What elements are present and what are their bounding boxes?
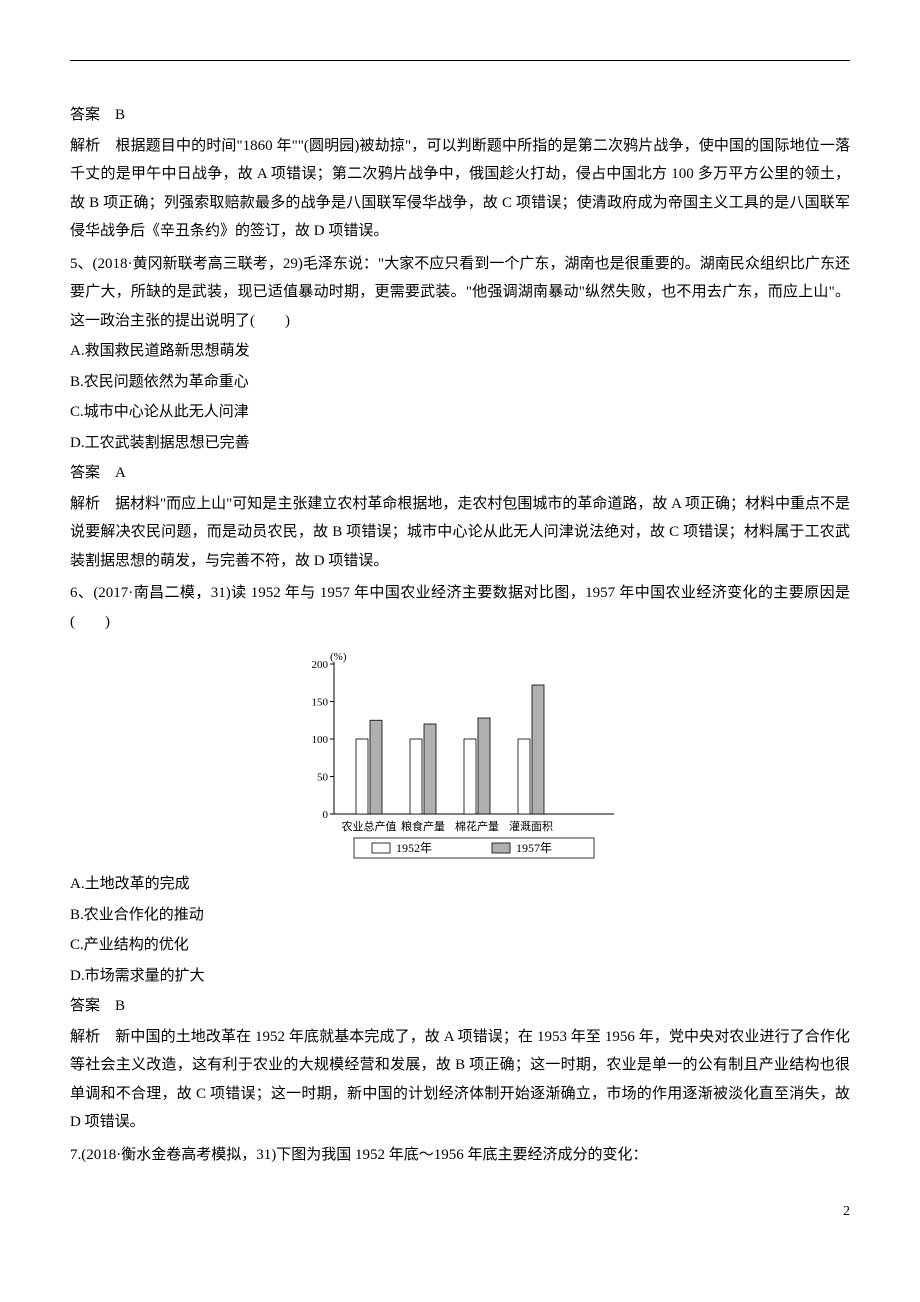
q6-analysis: 解析 新中国的土地改革在 1952 年底就基本完成了，故 A 项错误；在 195… — [70, 1023, 850, 1137]
q5-opt-b: B.农民问题依然为革命重心 — [70, 368, 850, 397]
q5-stem: 5、(2018·黄冈新联考高三联考，29)毛泽东说："大家不应只看到一个广东，湖… — [70, 250, 850, 336]
svg-text:100: 100 — [312, 734, 329, 746]
svg-text:粮食产量: 粮食产量 — [401, 819, 445, 833]
q6-stem: 6、(2017·南昌二模，31)读 1952 年与 1957 年中国农业经济主要… — [70, 579, 850, 636]
svg-text:农业总产值: 农业总产值 — [342, 819, 397, 833]
q6-block: 6、(2017·南昌二模，31)读 1952 年与 1957 年中国农业经济主要… — [70, 579, 850, 1137]
q7-block: 7.(2018·衡水金卷高考模拟，31)下图为我国 1952 年底～1956 年… — [70, 1141, 850, 1170]
q6-bar-chart: (%) 0 50 100 150 200 农业总产值粮食产量棉花产量灌溉面积 1952年 195… — [296, 646, 624, 864]
q5-opt-d: D.工农武装割据思想已完善 — [70, 429, 850, 458]
svg-text:棉花产量: 棉花产量 — [455, 819, 499, 833]
q7-stem: 7.(2018·衡水金卷高考模拟，31)下图为我国 1952 年底～1956 年… — [70, 1141, 850, 1170]
svg-text:50: 50 — [317, 772, 329, 784]
q6-chart-wrap: (%) 0 50 100 150 200 农业总产值粮食产量棉花产量灌溉面积 1952年 195… — [70, 646, 850, 864]
q5-opt-a: A.救国救民道路新思想萌发 — [70, 337, 850, 366]
q5-block: 5、(2018·黄冈新联考高三联考，29)毛泽东说："大家不应只看到一个广东，湖… — [70, 250, 850, 576]
q6-answer: 答案 B — [70, 992, 850, 1021]
svg-text:灌溉面积: 灌溉面积 — [509, 820, 553, 833]
q6-opt-b: B.农业合作化的推动 — [70, 901, 850, 930]
q4-analysis: 解析 根据题目中的时间"1860 年""(圆明园)被劫掠"，可以判断题中所指的是… — [70, 132, 850, 246]
top-rule — [70, 60, 850, 61]
svg-text:1957年: 1957年 — [516, 841, 552, 855]
q6-opt-a: A.土地改革的完成 — [70, 870, 850, 899]
q5-analysis: 解析 据材料"而应上山"可知是主张建立农村革命根据地，走农村包围城市的革命道路，… — [70, 490, 850, 576]
q5-answer: 答案 A — [70, 459, 850, 488]
svg-text:(%): (%) — [330, 651, 347, 663]
page-number: 2 — [70, 1199, 850, 1226]
svg-text:0: 0 — [323, 809, 329, 821]
q6-opt-c: C.产业结构的优化 — [70, 931, 850, 960]
q4-block: 答案 B 解析 根据题目中的时间"1860 年""(圆明园)被劫掠"，可以判断题… — [70, 101, 850, 246]
svg-text:150: 150 — [312, 697, 329, 709]
q5-opt-c: C.城市中心论从此无人问津 — [70, 398, 850, 427]
svg-text:200: 200 — [312, 659, 329, 671]
q6-opt-d: D.市场需求量的扩大 — [70, 962, 850, 991]
svg-text:1952年: 1952年 — [396, 841, 432, 855]
q4-answer: 答案 B — [70, 101, 850, 130]
